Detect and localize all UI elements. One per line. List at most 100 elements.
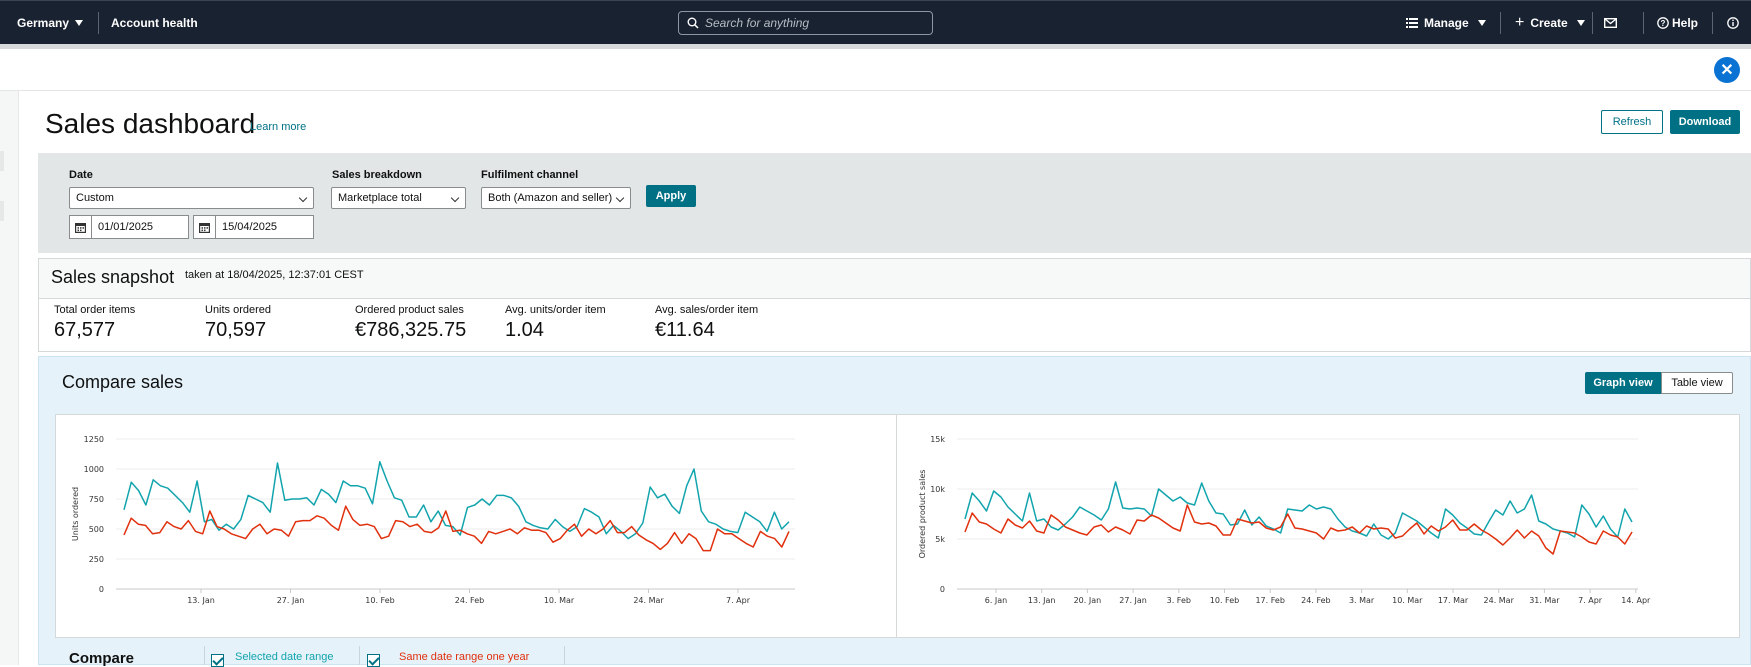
create-menu[interactable]: + Create xyxy=(1515,1,1585,45)
metric-units-ordered: Units ordered 70,597 xyxy=(205,304,271,342)
top-navigation: Germany Account health Manage + Create xyxy=(0,0,1751,44)
date-from-value: 01/01/2025 xyxy=(98,221,154,233)
x-tick-label: 27. Jan xyxy=(277,596,305,605)
y-tick-label: 1000 xyxy=(84,465,104,474)
list-icon xyxy=(1406,18,1418,28)
metric-label: Units ordered xyxy=(205,304,272,316)
units-ordered-chart: 0 250 500 750 1000 1250 13. Jan 27. Jan 10. Feb 2… xyxy=(55,414,897,638)
apply-button[interactable]: Apply xyxy=(646,185,696,207)
x-tick-label: 13. Jan xyxy=(1028,596,1056,605)
x-tick-label: 7. Apr xyxy=(726,596,751,605)
ordered-product-sales-chart: 0 5k 10k 15k 6. Jan 13. Jan 20. Jan 27. Jan 3. F… xyxy=(896,414,1740,638)
metric-value: €11.64 xyxy=(655,319,715,341)
caret-down-icon xyxy=(1477,20,1486,26)
rail-tab[interactable] xyxy=(0,151,4,171)
selected-range-checkbox[interactable] xyxy=(211,654,224,667)
left-rail xyxy=(0,91,19,665)
rail-tab[interactable] xyxy=(0,201,4,221)
nav-divider xyxy=(1592,12,1593,34)
metric-avg-units: Avg. units/order item 1.04 xyxy=(505,304,606,342)
table-view-button[interactable]: Table view xyxy=(1661,372,1733,394)
x-tick-label: 20. Jan xyxy=(1074,596,1102,605)
chevron-down-icon xyxy=(298,193,308,203)
y-tick-label: 750 xyxy=(89,495,104,504)
metric-avg-sales: Avg. sales/order item €11.64 xyxy=(655,304,758,342)
x-tick-label: 27. Jan xyxy=(1119,596,1147,605)
y-tick-label: 1250 xyxy=(84,435,104,444)
y-tick-label: 0 xyxy=(99,585,104,594)
metric-value: 67,577 xyxy=(54,319,116,341)
x-tick-label: 3. Mar xyxy=(1349,596,1375,605)
metric-value: 70,597 xyxy=(205,319,267,341)
y-tick-label: 15k xyxy=(930,435,945,444)
snapshot-title: Sales snapshot xyxy=(51,267,175,287)
refresh-button[interactable]: Refresh xyxy=(1601,110,1663,134)
graph-view-button[interactable]: Graph view xyxy=(1585,372,1661,394)
close-panel-button[interactable]: ✕ xyxy=(1714,57,1740,83)
x-tick-label: 10. Mar xyxy=(1392,596,1423,605)
search-box[interactable] xyxy=(678,11,933,35)
sales-snapshot: Sales snapshot taken at 18/04/2025, 12:3… xyxy=(38,258,1751,352)
date-label: Date xyxy=(69,169,93,181)
date-to-field[interactable]: 15/04/2025 xyxy=(193,215,314,239)
page-title: Sales dashboard xyxy=(45,108,256,139)
info-button[interactable] xyxy=(1727,1,1739,45)
x-tick-label: 10. Feb xyxy=(365,596,394,605)
metric-value: 1.04 xyxy=(505,319,544,341)
calendar-icon[interactable] xyxy=(70,216,92,238)
x-tick-label: 3. Feb xyxy=(1167,596,1191,605)
x-tick-label: 24. Mar xyxy=(1484,596,1515,605)
legend-divider xyxy=(204,646,205,665)
question-circle-icon: ? xyxy=(1657,17,1669,29)
marketplace-selector[interactable]: Germany xyxy=(17,1,84,45)
compare-label: Compare xyxy=(69,650,135,667)
marketplace-label: Germany xyxy=(17,16,70,30)
metric-label: Total order items xyxy=(54,304,136,316)
search-icon xyxy=(687,17,699,29)
search-input[interactable] xyxy=(705,16,915,30)
date-from-field[interactable]: 01/01/2025 xyxy=(69,215,189,239)
snapshot-timestamp: taken at 18/04/2025, 12:37:01 CEST xyxy=(185,269,364,281)
previous-year-legend: Same date range one year xyxy=(399,651,530,663)
calendar-icon[interactable] xyxy=(194,216,216,238)
date-to-value: 15/04/2025 xyxy=(222,221,278,233)
x-tick-label: 17. Feb xyxy=(1255,596,1284,605)
close-icon: ✕ xyxy=(1720,62,1734,79)
previous-year-checkbox[interactable] xyxy=(367,654,380,667)
panel-header xyxy=(0,49,1751,91)
caret-down-icon xyxy=(75,20,84,26)
previous-series-line xyxy=(964,504,1633,555)
x-tick-label: 10. Mar xyxy=(544,596,575,605)
messages-button[interactable] xyxy=(1604,1,1617,45)
breakdown-label: Sales breakdown xyxy=(332,169,422,181)
metric-ordered-product-sales: Ordered product sales €786,325.75 xyxy=(355,304,466,342)
x-tick-label: 6. Jan xyxy=(985,596,1008,605)
y-tick-label: 500 xyxy=(89,525,104,534)
selected-series-line xyxy=(123,461,790,540)
sales-breakdown-select[interactable]: Marketplace total xyxy=(331,187,466,209)
breakdown-value: Marketplace total xyxy=(338,192,422,204)
x-tick-label: 31. Mar xyxy=(1529,596,1560,605)
ordered-product-sales-chart-svg: 0 5k 10k 15k 6. Jan 13. Jan 20. Jan 27. Jan 3. F… xyxy=(918,435,1651,605)
account-health-link[interactable]: Account health xyxy=(111,16,198,30)
nav-divider xyxy=(98,12,99,34)
caret-down-icon xyxy=(1576,20,1585,26)
x-tick-label: 24. Feb xyxy=(455,596,484,605)
chevron-down-icon xyxy=(615,193,625,203)
manage-menu[interactable]: Manage xyxy=(1406,1,1486,45)
svg-text:?: ? xyxy=(1661,19,1666,28)
units-ordered-chart-svg: 0 250 500 750 1000 1250 13. Jan 27. Jan 10. Feb 2… xyxy=(71,435,795,605)
date-range-select[interactable]: Custom xyxy=(69,187,314,209)
selected-series-line xyxy=(964,481,1633,540)
learn-more-link[interactable]: Learn more xyxy=(250,121,307,133)
nav-shadow xyxy=(0,44,1751,49)
help-button[interactable]: ? Help xyxy=(1657,1,1698,45)
metric-label: Avg. sales/order item xyxy=(655,304,759,316)
y-tick-label: 10k xyxy=(930,485,945,494)
date-range-value: Custom xyxy=(76,192,114,204)
nav-divider xyxy=(1712,12,1713,34)
download-button[interactable]: Download xyxy=(1670,110,1740,134)
legend-divider xyxy=(564,646,565,665)
nav-divider xyxy=(1500,12,1501,34)
fulfilment-channel-select[interactable]: Both (Amazon and seller) xyxy=(481,187,631,209)
